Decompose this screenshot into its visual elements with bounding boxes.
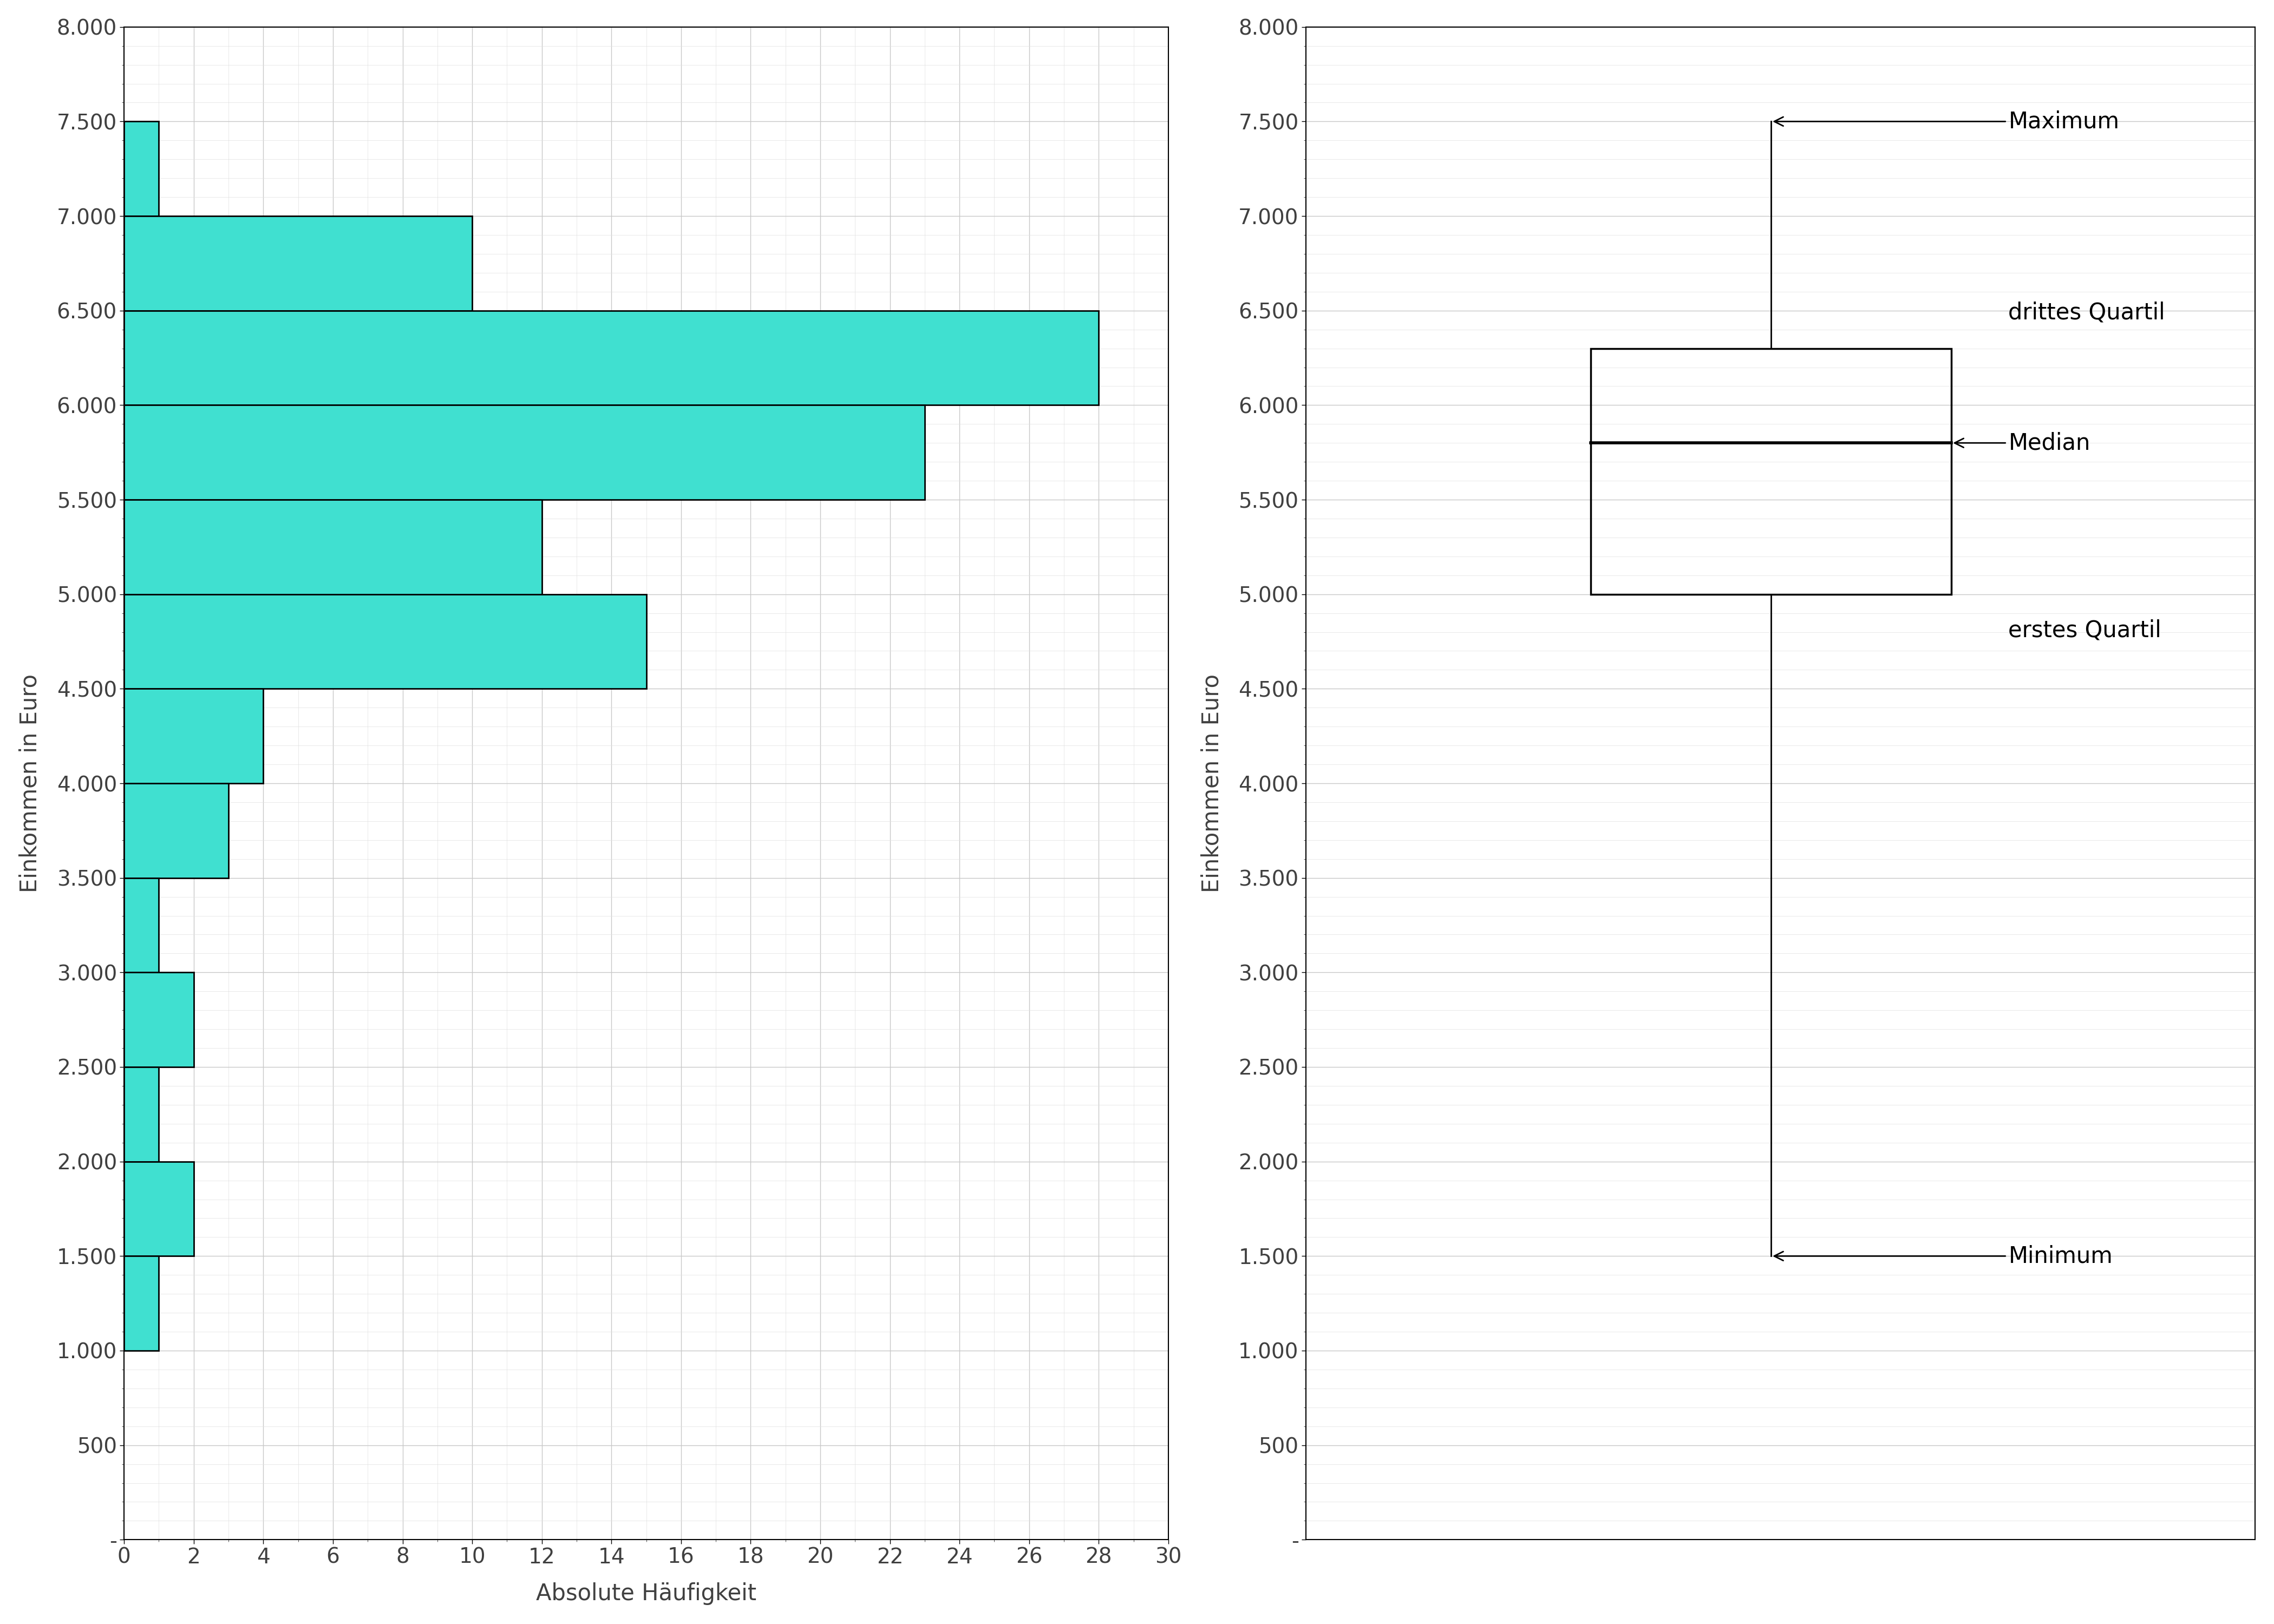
Bar [125,783,227,879]
Bar [125,594,646,689]
Bar [125,689,264,783]
Text: Maximum: Maximum [1774,110,2119,133]
Bar [125,1067,159,1161]
Bar [125,310,1098,404]
Bar [125,879,159,973]
Bar [125,500,541,594]
Bar [125,404,926,500]
Text: erstes Quartil: erstes Quartil [2008,619,2163,641]
Text: drittes Quartil: drittes Quartil [2008,300,2165,323]
Text: Minimum: Minimum [1774,1244,2113,1267]
Bar [125,122,159,216]
Bar [125,216,473,310]
Bar [125,1161,193,1255]
Y-axis label: Einkommen in Euro: Einkommen in Euro [18,674,41,893]
Bar [125,1255,159,1351]
Text: Median: Median [1956,432,2090,455]
X-axis label: Absolute Häufigkeit: Absolute Häufigkeit [537,1582,757,1605]
Bar [125,973,193,1067]
Bar [1590,349,1951,594]
Y-axis label: Einkommen in Euro: Einkommen in Euro [1201,674,1223,893]
